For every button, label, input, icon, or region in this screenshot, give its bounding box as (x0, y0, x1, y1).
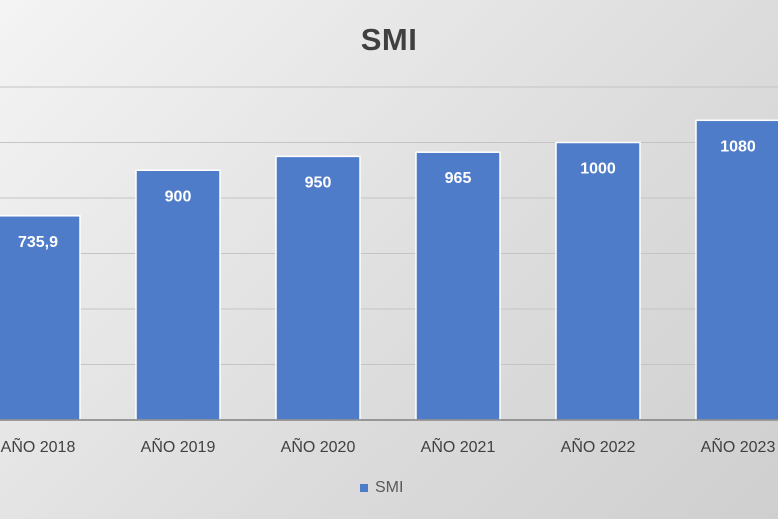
legend-swatch (360, 484, 368, 492)
data-label: 950 (305, 174, 332, 191)
data-labels: 735,9 900 950 965 1000 1080 (18, 138, 756, 250)
bar (555, 141, 641, 421)
bar (275, 155, 361, 421)
bar (0, 215, 81, 421)
data-label: 900 (165, 188, 192, 205)
category-tick-label: AÑO 2019 (141, 436, 216, 456)
bar (695, 119, 778, 421)
bar (135, 169, 221, 421)
bars (0, 119, 778, 421)
legend: SMI (360, 478, 403, 498)
data-label: 735,9 (18, 234, 58, 251)
data-label: 965 (445, 170, 472, 187)
category-tick-label: AÑO 2020 (281, 436, 356, 456)
data-label: 1080 (720, 138, 756, 155)
legend-label: SMI (375, 479, 404, 496)
category-tick-label: AÑO 2018 (1, 436, 76, 456)
category-tick-label: AÑO 2023 (701, 436, 776, 456)
gridlines (0, 86, 778, 365)
chart-title: SMI (360, 22, 418, 57)
bar (415, 151, 501, 421)
category-tick-label: AÑO 2021 (421, 436, 496, 456)
category-tick-labels: AÑO 2018 AÑO 2019 AÑO 2020 AÑO 2021 AÑO 2022… (1, 436, 776, 456)
data-label: 1000 (580, 161, 616, 178)
category-tick-label: AÑO 2022 (561, 436, 636, 456)
